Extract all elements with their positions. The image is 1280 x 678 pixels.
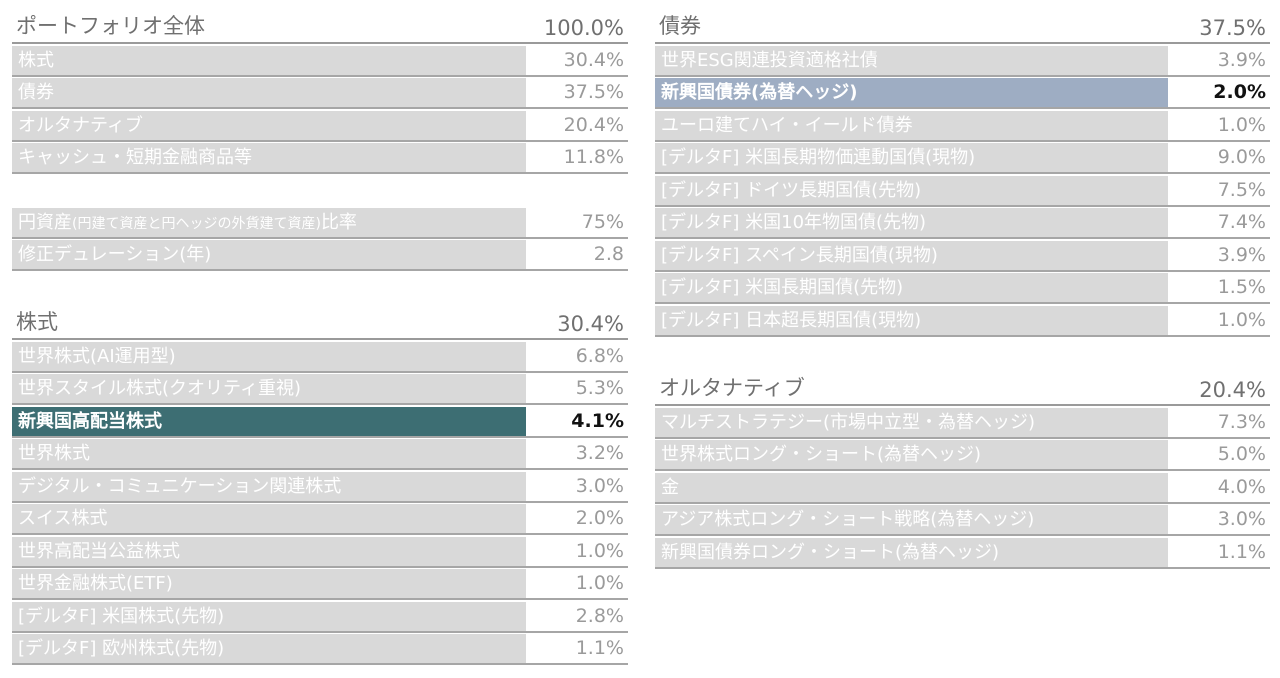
highlighted-row: 新興国高配当株式 4.1% (12, 406, 628, 438)
table-row: 世界金融株式(ETF) 1.0% (12, 569, 628, 600)
table-row: キャッシュ・短期金融商品等 11.8% (12, 143, 628, 174)
table-row: [デルタF] 米国長期物価連動国債(現物) 9.0% (655, 143, 1270, 174)
yen-ratio-label: 円資産(円建て資産と円ヘッジの外貨建て資産)比率 (12, 207, 526, 237)
table-row: 株式 30.4% (12, 45, 628, 77)
table-row: 世界株式 3.2% (12, 439, 628, 470)
table-row: アジア株式ロング・ショート戦略(為替ヘッジ) 3.0% (655, 505, 1270, 536)
alternatives-panel: オルタナティブ 20.4% マルチストラテジー(市場中立型・為替ヘッジ) 7.3%… (655, 372, 1270, 569)
table-row: 世界株式(AI運用型) 6.8% (12, 341, 628, 373)
bonds-header: 債券 37.5% (655, 10, 1270, 44)
table-row: [デルタF] 欧州株式(先物) 1.1% (12, 634, 628, 665)
highlighted-row: 新興国債券(為替ヘッジ) 2.0% (655, 78, 1270, 109)
yen-ratio-value: 75% (526, 207, 628, 237)
table-row: [デルタF] スペイン長期国債(現物) 3.9% (655, 240, 1270, 272)
portfolio-title: ポートフォリオ全体 (16, 14, 205, 38)
table-row: [デルタF] ドイツ長期国債(先物) 7.5% (655, 175, 1270, 207)
table-row: 世界高配当公益株式 1.0% (12, 536, 628, 568)
table-row: スイス株式 2.0% (12, 504, 628, 535)
yen-ratio-row: 円資産(円建て資産と円ヘッジの外貨建て資産)比率 75% (12, 207, 628, 239)
table-row: オルタナティブ 20.4% (12, 110, 628, 142)
table-row: [デルタF] 米国株式(先物) 2.8% (12, 601, 628, 633)
portfolio-total: 100.0% (543, 16, 624, 40)
equity-total: 30.4% (557, 312, 624, 336)
portfolio-panel: ポートフォリオ全体 100.0% 株式 30.4% 債券 37.5% オルタナティブ… (12, 10, 628, 174)
table-row: 世界株式ロング・ショート(為替ヘッジ) 5.0% (655, 440, 1270, 471)
table-row: 世界スタイル株式(クオリティ重視) 5.3% (12, 374, 628, 405)
table-row: [デルタF] 米国10年物国債(先物) 7.4% (655, 208, 1270, 239)
duration-label: 修正デュレーション(年) (12, 240, 526, 269)
duration-row: 修正デュレーション(年) 2.8 (12, 240, 628, 271)
alternatives-header: オルタナティブ 20.4% (655, 372, 1270, 406)
table-row: [デルタF] 日本超長期国債(現物) 1.0% (655, 305, 1270, 337)
equity-header: 株式 30.4% (12, 306, 628, 340)
table-row: デジタル・コミュニケーション関連株式 3.0% (12, 471, 628, 503)
metrics-panel: 円資産(円建て資産と円ヘッジの外貨建て資産)比率 75% 修正デュレーション(年… (12, 206, 628, 271)
table-row: 世界ESG関連投資適格社債 3.9% (655, 45, 1270, 77)
equity-title: 株式 (16, 310, 58, 334)
bonds-title: 債券 (659, 14, 701, 38)
table-row: マルチストラテジー(市場中立型・為替ヘッジ) 7.3% (655, 407, 1270, 439)
bonds-total: 37.5% (1199, 16, 1266, 40)
alternatives-title: オルタナティブ (659, 376, 805, 400)
equity-panel: 株式 30.4% 世界株式(AI運用型) 6.8% 世界スタイル株式(クオリティ重… (12, 306, 628, 665)
table-row: ユーロ建てハイ・イールド債券 1.0% (655, 110, 1270, 142)
alternatives-total: 20.4% (1199, 378, 1266, 402)
bonds-panel: 債券 37.5% 世界ESG関連投資適格社債 3.9% 新興国債券(為替ヘッジ) 2… (655, 10, 1270, 337)
table-row: [デルタF] 米国長期国債(先物) 1.5% (655, 273, 1270, 304)
table-row: 新興国債券ロング・ショート(為替ヘッジ) 1.1% (655, 537, 1270, 569)
table-row: 債券 37.5% (12, 78, 628, 109)
portfolio-header: ポートフォリオ全体 100.0% (12, 10, 628, 44)
table-row: 金 4.0% (655, 472, 1270, 504)
duration-value: 2.8 (526, 240, 628, 269)
